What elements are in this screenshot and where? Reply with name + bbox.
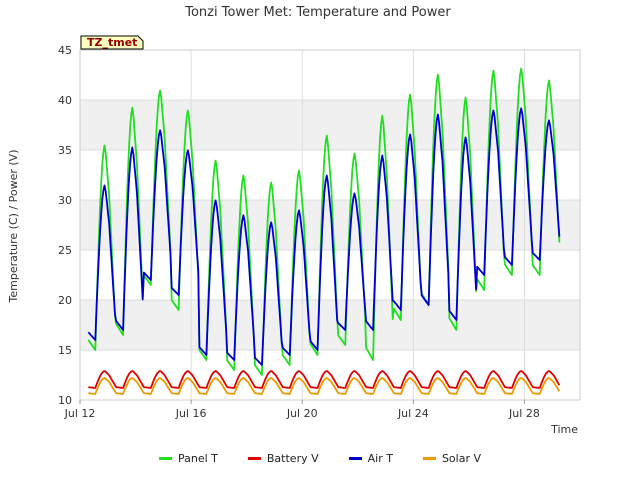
y-axis-ticks: 10 15 20 25 30 35 40 45: [58, 44, 72, 407]
background-bands: [80, 100, 580, 350]
legend-item: Air T: [348, 452, 393, 465]
legend-item: Battery V: [247, 452, 319, 465]
legend-label: Battery V: [266, 452, 319, 465]
y-tick-label: 30: [58, 194, 72, 207]
y-tick-label: 45: [58, 44, 72, 57]
legend-label: Air T: [367, 452, 393, 465]
x-tick-label: Jul 28: [508, 407, 540, 420]
series-line-solar-v: [88, 377, 561, 395]
y-tick-label: 20: [58, 294, 72, 307]
x-tick-label: Jul 20: [286, 407, 318, 420]
y-tick-label: 15: [58, 344, 72, 357]
background-band: [80, 300, 580, 350]
y-tick-label: 35: [58, 144, 72, 157]
y-axis-label: Temperature (C) / Power (V): [7, 149, 20, 303]
legend-item: Solar V: [422, 452, 482, 465]
badge-label: TZ_tmet: [87, 36, 137, 49]
series-layer: [87, 67, 561, 395]
series-line-panel-t: [87, 67, 561, 376]
x-axis-ticks: Jul 12 Jul 16 Jul 20 Jul 24 Jul 28: [64, 400, 540, 420]
x-axis-label: Time: [550, 423, 578, 436]
x-tick-label: Jul 16: [175, 407, 207, 420]
legend-item: Panel T: [158, 452, 218, 465]
plot-area: [79, 49, 581, 401]
y-tick-label: 10: [58, 394, 72, 407]
background-band: [80, 100, 580, 150]
legend-swatch: [247, 457, 261, 460]
station-badge: TZ_tmet: [80, 35, 144, 50]
x-tick-label: Jul 12: [64, 407, 96, 420]
legend-label: Solar V: [441, 452, 482, 465]
chart-title: Tonzi Tower Met: Temperature and Power: [184, 5, 451, 20]
legend-swatch: [348, 457, 362, 460]
series-line-battery-v: [88, 370, 561, 389]
y-tick-label: 25: [58, 244, 72, 257]
legend-swatch: [422, 457, 436, 460]
series-line-air-t: [87, 107, 561, 366]
legend: Panel T Battery V Air T Solar V: [0, 452, 640, 465]
x-tick-label: Jul 24: [397, 407, 429, 420]
legend-swatch: [158, 457, 172, 460]
legend-label: Panel T: [177, 452, 218, 465]
y-tick-label: 40: [58, 94, 72, 107]
badge-box: [80, 35, 144, 50]
